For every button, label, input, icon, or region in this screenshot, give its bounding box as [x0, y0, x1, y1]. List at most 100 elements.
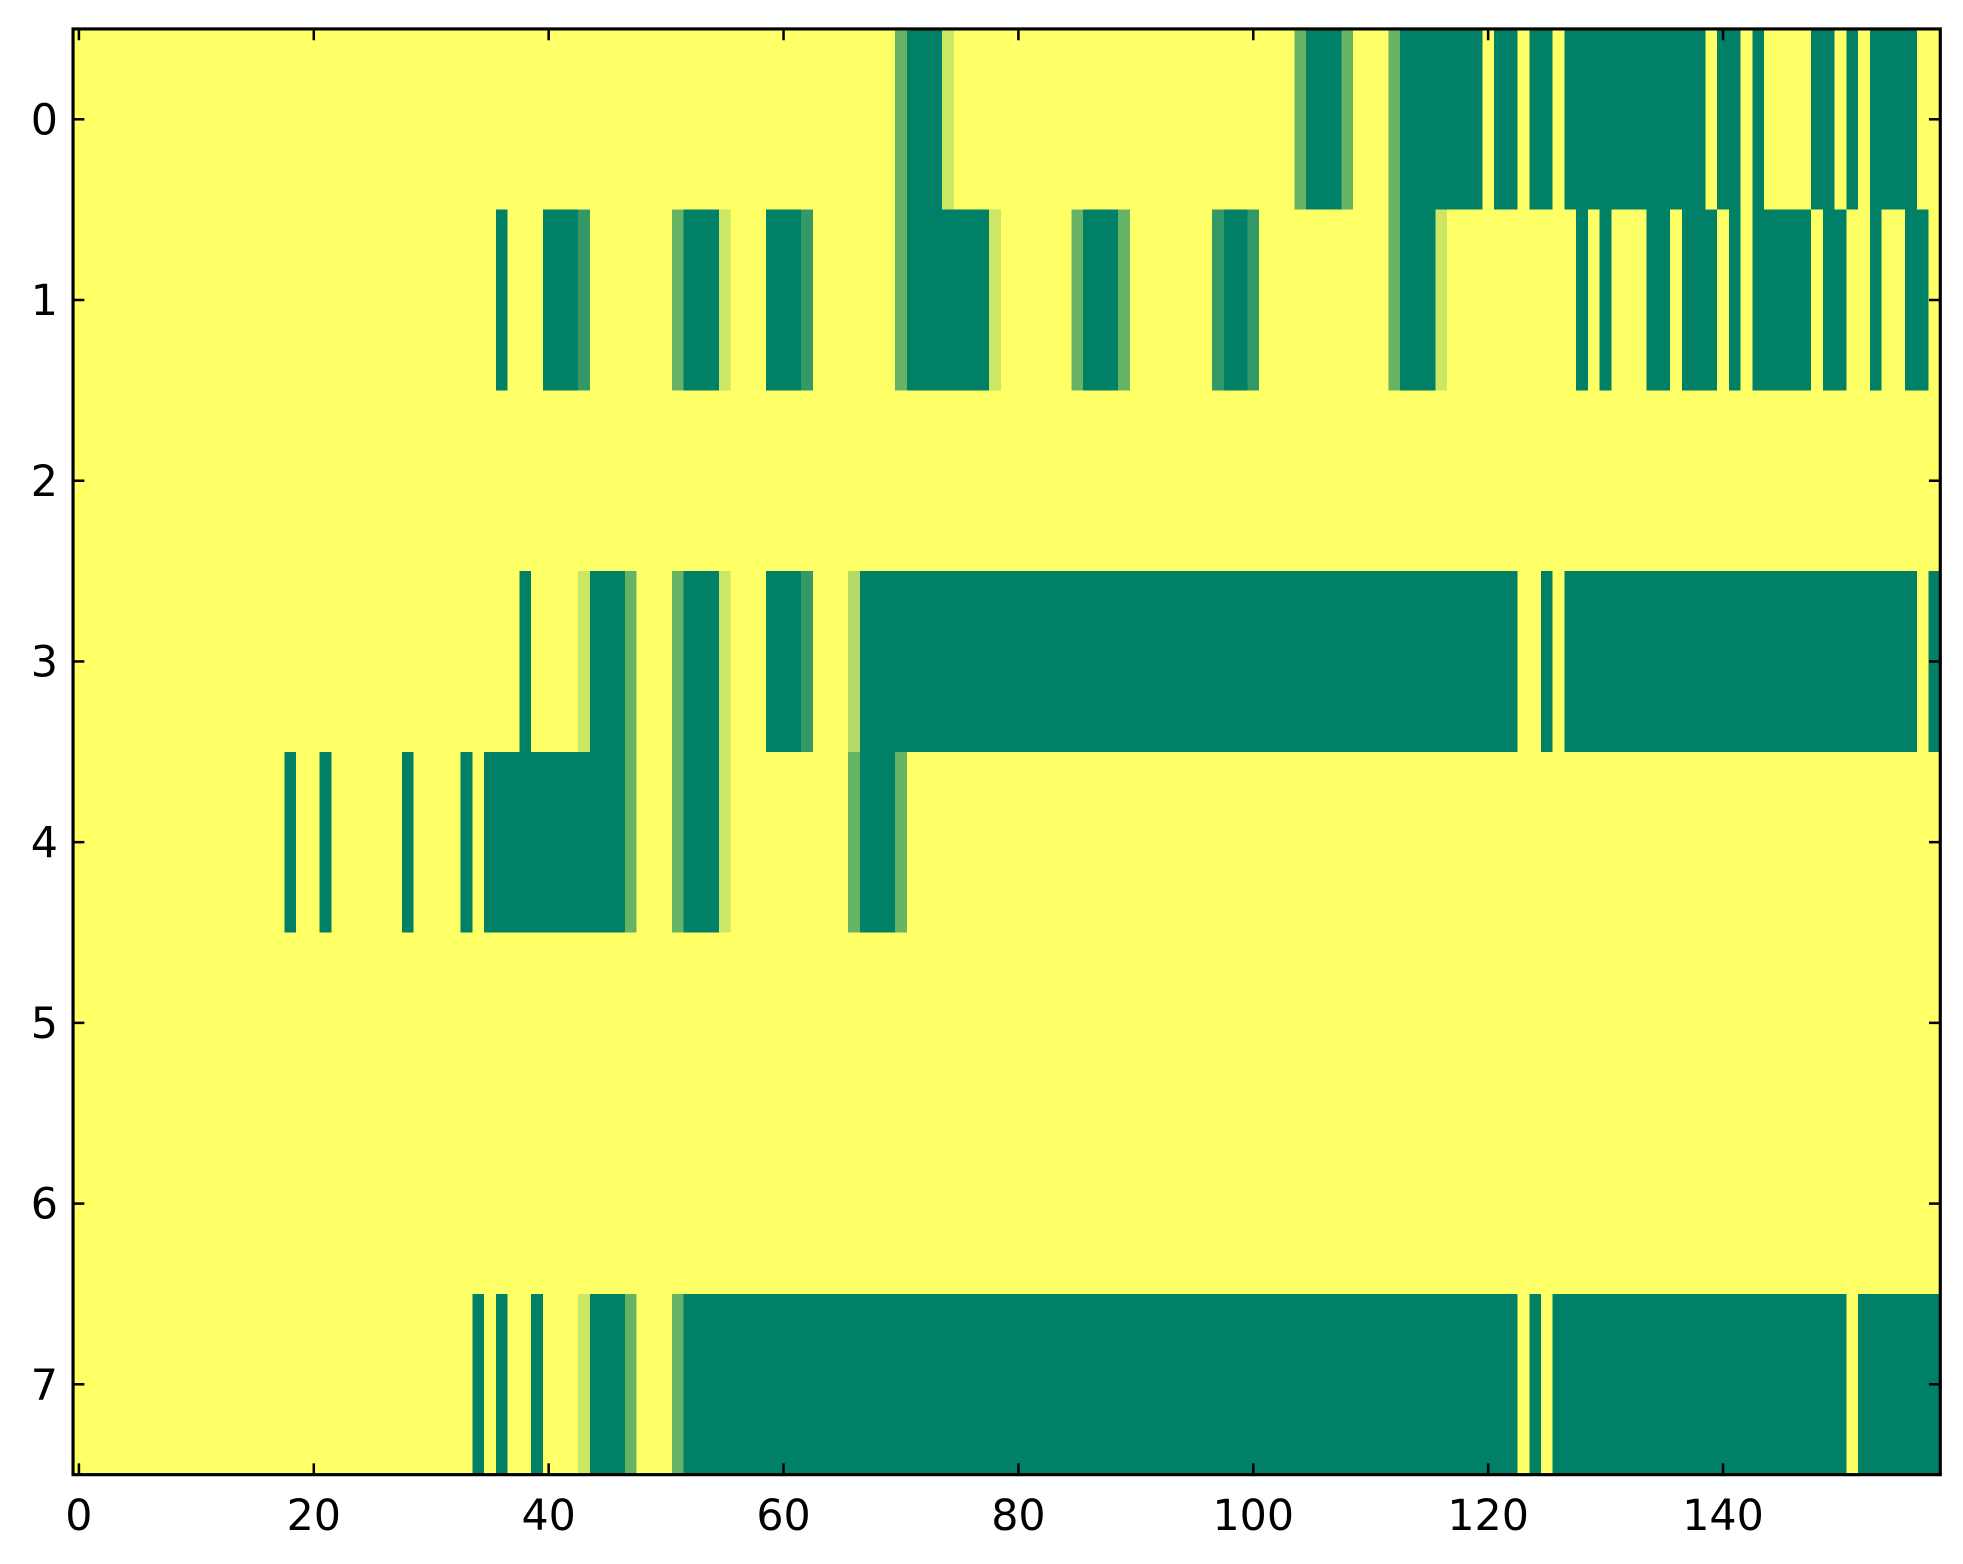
heat-cell: [1082, 1293, 1096, 1476]
heat-cell: [1494, 1293, 1507, 1476]
heat-cell: [1435, 209, 1448, 392]
heat-cell: [96, 1113, 110, 1295]
heat-cell: [989, 751, 1002, 934]
heat-cell: [519, 1293, 532, 1476]
heat-cell: [378, 571, 391, 753]
heat-cell: [1470, 390, 1484, 572]
heat-cell: [1082, 571, 1096, 753]
heat-cell: [120, 390, 133, 572]
heat-cell: [1646, 28, 1660, 211]
heat-cell: [1294, 932, 1307, 1114]
heat-cell: [1587, 209, 1601, 392]
heat-cell: [1176, 1113, 1190, 1295]
heat-cell: [1294, 390, 1307, 572]
heat-cell: [695, 209, 708, 392]
heat-cell: [683, 932, 697, 1114]
heat-cell: [765, 209, 779, 392]
heat-cell: [1529, 751, 1542, 934]
heat-cell: [1505, 28, 1519, 211]
heat-cell: [754, 390, 767, 572]
heat-cell: [1799, 932, 1812, 1114]
heat-cell: [1141, 571, 1155, 753]
heat-cell: [636, 1113, 650, 1295]
heat-cell: [472, 1113, 485, 1295]
heat-cell: [1811, 1293, 1824, 1476]
heat-cell: [671, 28, 685, 211]
heat-cell: [1200, 1293, 1213, 1476]
heat-cell: [1106, 751, 1119, 934]
heat-cell: [366, 751, 380, 934]
heat-cell: [1411, 1293, 1425, 1476]
heat-cell: [942, 28, 955, 211]
heat-cell: [1869, 1293, 1883, 1476]
heat-cell: [1212, 1293, 1225, 1476]
heat-cell: [1118, 390, 1131, 572]
heat-cell: [930, 1293, 943, 1476]
heat-cell: [1094, 209, 1108, 392]
heat-cell: [166, 28, 180, 211]
heat-cell: [613, 209, 626, 392]
heat-cell: [1881, 571, 1895, 753]
heat-cell: [601, 932, 615, 1114]
heat-cell: [1059, 751, 1073, 934]
heat-cell: [1893, 571, 1906, 753]
heat-cell: [1012, 390, 1026, 572]
heat-cell: [1423, 751, 1437, 934]
heat-cell: [566, 571, 579, 753]
heat-cell: [965, 209, 979, 392]
heat-cell: [1376, 751, 1390, 934]
heat-cell: [1094, 390, 1108, 572]
heat-cell: [683, 1113, 697, 1295]
heat-cell: [1705, 751, 1718, 934]
heat-cell: [859, 1113, 873, 1295]
heat-cell: [1212, 932, 1225, 1114]
heat-cell: [1000, 1293, 1014, 1476]
heat-cell: [1447, 390, 1460, 572]
heat-cell: [1846, 390, 1859, 572]
heat-cell: [1129, 28, 1143, 211]
heat-cell: [1341, 1113, 1354, 1295]
heat-cell: [836, 571, 849, 753]
heat-cell: [989, 1113, 1002, 1295]
heat-cell: [495, 1113, 509, 1295]
heat-cell: [307, 571, 321, 753]
heat-cell: [1235, 1113, 1249, 1295]
x-tick-label: 120: [1447, 1491, 1529, 1541]
heat-cell: [801, 390, 814, 572]
heat-cell: [965, 932, 979, 1114]
heat-cell: [1552, 28, 1566, 211]
heat-cell: [1306, 751, 1319, 934]
heat-cell: [1529, 1113, 1542, 1295]
heat-cell: [1916, 1113, 1930, 1295]
heat-cell: [660, 932, 673, 1114]
heat-cell: [1482, 932, 1495, 1114]
heat-cell: [1259, 1293, 1272, 1476]
heat-cell: [883, 751, 896, 934]
heat-cell: [1447, 28, 1460, 211]
heat-cell: [131, 932, 145, 1114]
heat-cell: [507, 390, 521, 572]
heat-cell: [1576, 571, 1589, 753]
heat-cell: [613, 932, 626, 1114]
heat-cell: [366, 571, 380, 753]
heat-cell: [272, 571, 286, 753]
heat-cell: [1082, 209, 1096, 392]
heat-cell: [1611, 390, 1624, 572]
heat-cell: [1681, 209, 1695, 392]
heat-cell: [1200, 571, 1213, 753]
heat-cell: [1505, 1293, 1519, 1476]
heat-cell: [178, 571, 192, 753]
heat-cell: [930, 28, 943, 211]
heat-cell: [1212, 751, 1225, 934]
heat-cell: [237, 390, 250, 572]
heat-cell: [1541, 751, 1554, 934]
heat-cell: [1223, 751, 1237, 934]
heat-cell: [812, 751, 826, 934]
heat-cell: [1681, 1113, 1695, 1295]
heat-cell: [566, 1113, 579, 1295]
heat-cell: [1799, 1113, 1812, 1295]
heat-cell: [343, 1113, 356, 1295]
heat-cell: [1858, 1113, 1871, 1295]
heat-cell: [589, 751, 603, 934]
heat-cell: [801, 209, 814, 392]
